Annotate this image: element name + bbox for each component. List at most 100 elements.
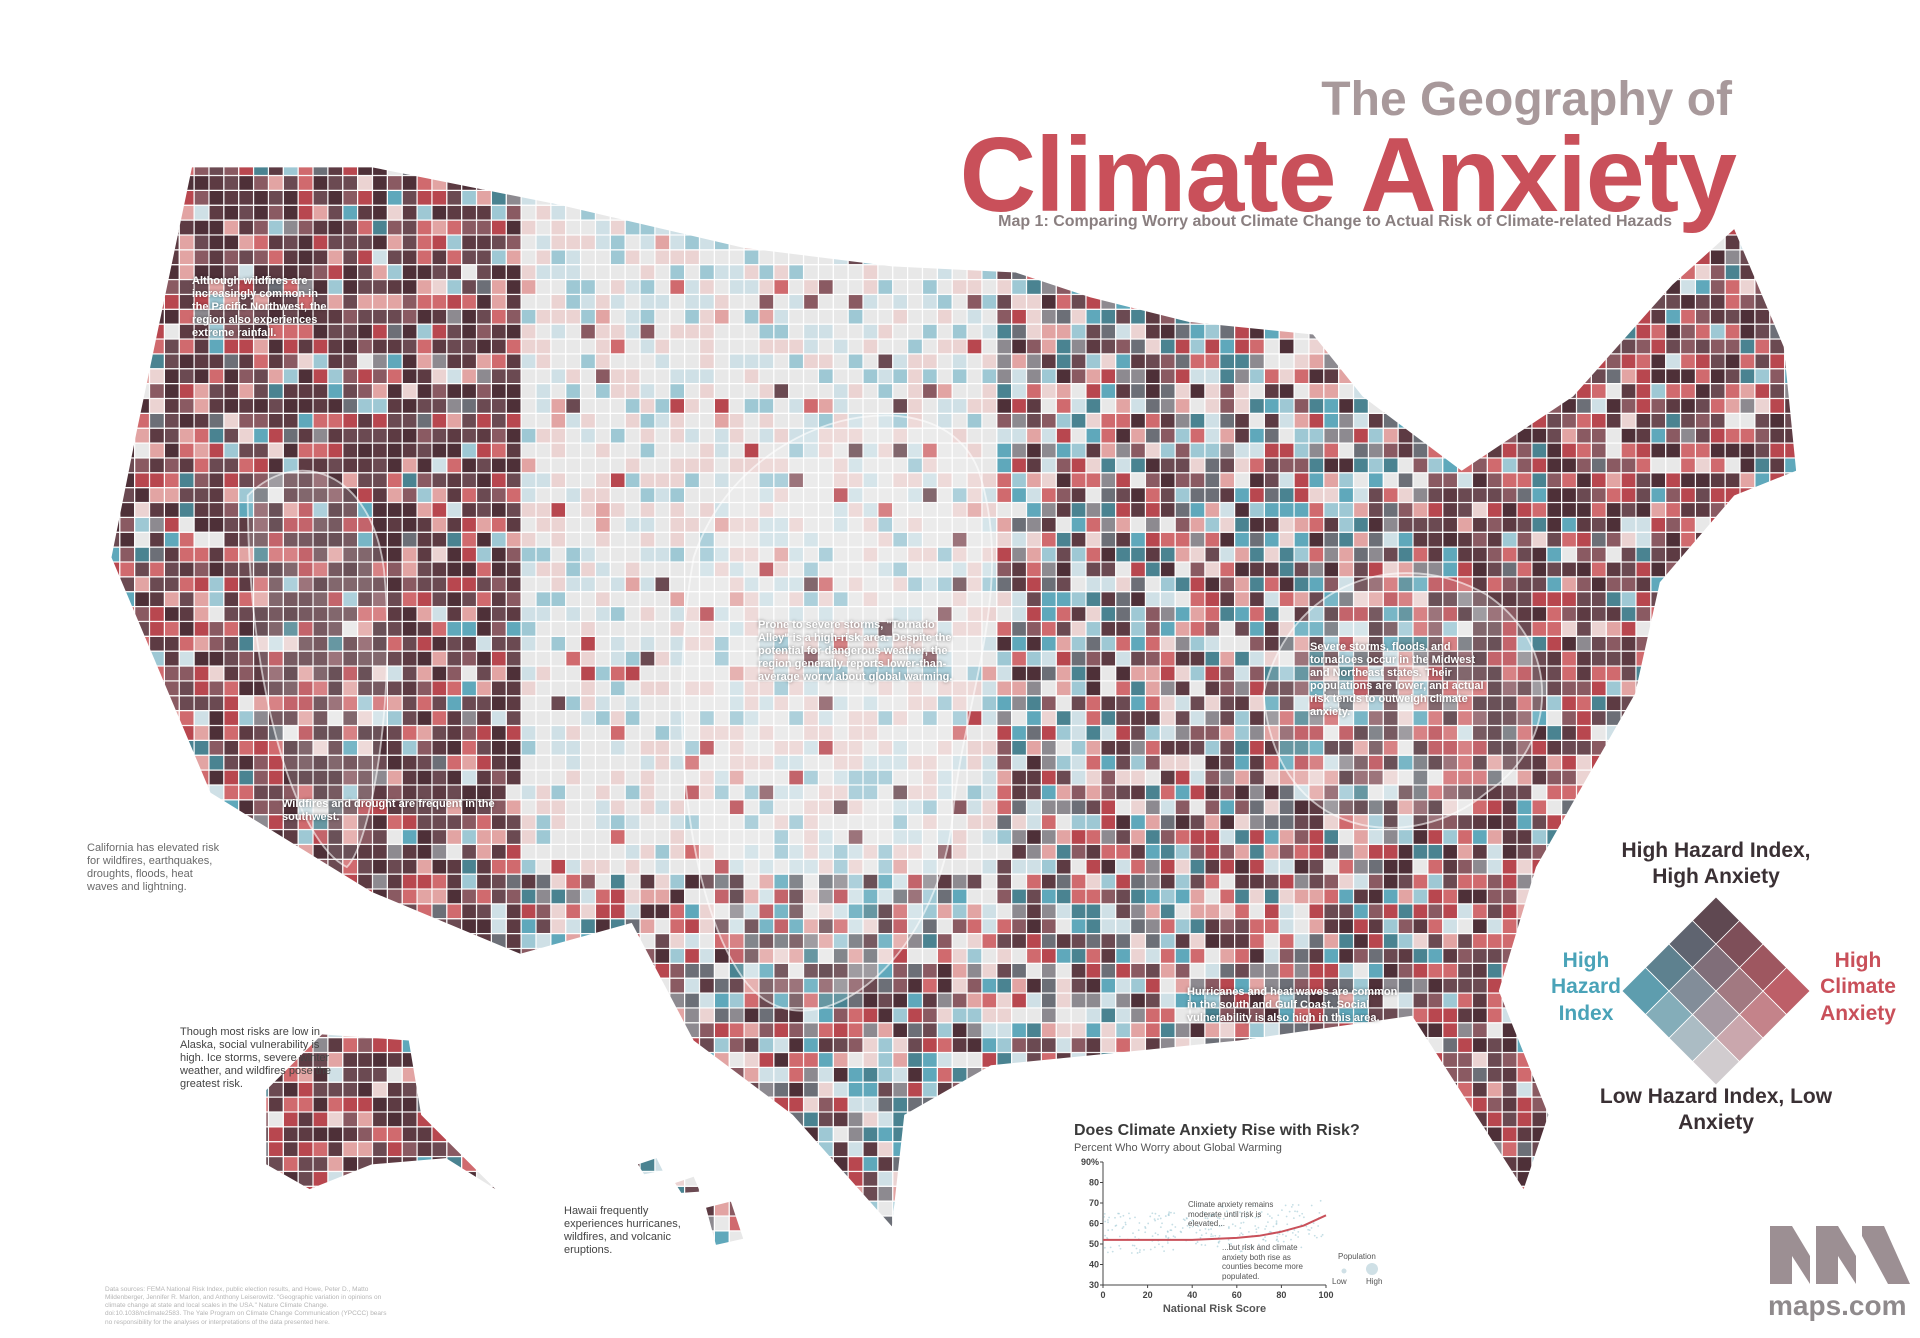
county-cell [625,725,640,741]
county-cell [149,368,165,384]
county-cell [298,428,313,443]
county-cell [268,398,284,414]
county-cell [357,264,373,280]
county-cell [179,383,194,399]
county-cell [134,398,150,414]
county-cell [877,205,893,220]
county-cell [1398,487,1413,503]
county-cell [982,666,997,681]
county-cell [1769,190,1785,206]
county-cell [877,235,893,250]
county-cell [1502,398,1517,414]
county-cell [655,383,670,399]
county-cell [149,398,165,414]
county-cell [744,368,759,384]
county-cell [1636,502,1651,518]
county-cell [1338,428,1354,443]
county-cell [655,695,670,711]
county-cell [1249,636,1265,652]
county-cell [1576,681,1592,696]
county-cell [1725,413,1740,429]
county-cell [238,383,254,399]
county-cell [655,249,670,265]
county-cell [550,472,566,488]
county-cell [1175,621,1190,637]
county-cell [580,755,596,770]
county-cell [1800,310,1814,324]
county-cell [521,770,536,785]
county-cell [877,472,893,488]
county-cell [1353,443,1369,458]
county-cell [669,443,685,458]
county-cell [111,279,120,295]
county-cell [417,487,432,503]
county-cell [1695,666,1711,681]
county-cell [1309,383,1324,399]
county-cell [446,710,462,726]
county-cell [1442,279,1458,295]
county-cell [417,443,432,458]
county-cell [833,368,849,384]
county-cell [194,591,209,607]
county-cell [1026,785,1042,800]
county-cell [996,606,1012,622]
county-cell [550,354,566,369]
county-cell [699,398,715,414]
county-cell [283,354,299,369]
county-cell [580,294,596,310]
county-cell [357,249,373,265]
county-cell [536,413,551,429]
county-cell [1606,279,1621,295]
county-cell [1800,235,1814,249]
county-cell [625,205,640,220]
county-cell [1576,249,1592,265]
county-cell [283,443,299,458]
county-cell [952,383,967,399]
county-cell [1710,562,1726,577]
county-cell [982,294,997,310]
county-cell [164,279,180,295]
county-cell [1754,517,1770,533]
county-cell [848,487,863,503]
county-cell [119,294,135,310]
county-cell [714,264,730,280]
county-cell [432,725,447,741]
county-cell [1532,339,1547,354]
county-cell [848,190,863,206]
county-cell [1442,413,1458,429]
county-cell [446,413,462,429]
county-cell [134,368,150,384]
county-cell [1190,725,1205,741]
county-cell [432,398,447,414]
county-cell [1130,651,1146,666]
county-cell [1100,651,1116,666]
county-cell [625,487,640,503]
county-cell [1472,428,1488,443]
county-cell [1636,413,1651,429]
county-cell [149,502,165,518]
county-cell [223,472,239,488]
county-cell [1561,532,1577,548]
county-cell [1576,309,1592,325]
county-cell [1442,562,1458,577]
county-cell [357,383,373,399]
county-cell [1130,517,1146,533]
county-cell [1190,309,1205,325]
county-cell [550,532,566,548]
county-cell [714,472,730,488]
county-cell [1279,368,1294,384]
county-cell [996,472,1012,488]
county-cell [119,547,135,562]
county-cell [223,220,239,235]
county-cell [209,383,224,399]
county-cell [1100,472,1116,488]
county-cell [194,681,209,696]
county-cell [1487,294,1503,310]
county-cell [342,368,358,384]
county-cell [1175,235,1190,250]
county-cell [803,264,819,280]
county-cell [1026,264,1042,280]
county-cell [967,487,982,503]
county-cell [119,443,135,458]
county-cell [625,710,640,726]
